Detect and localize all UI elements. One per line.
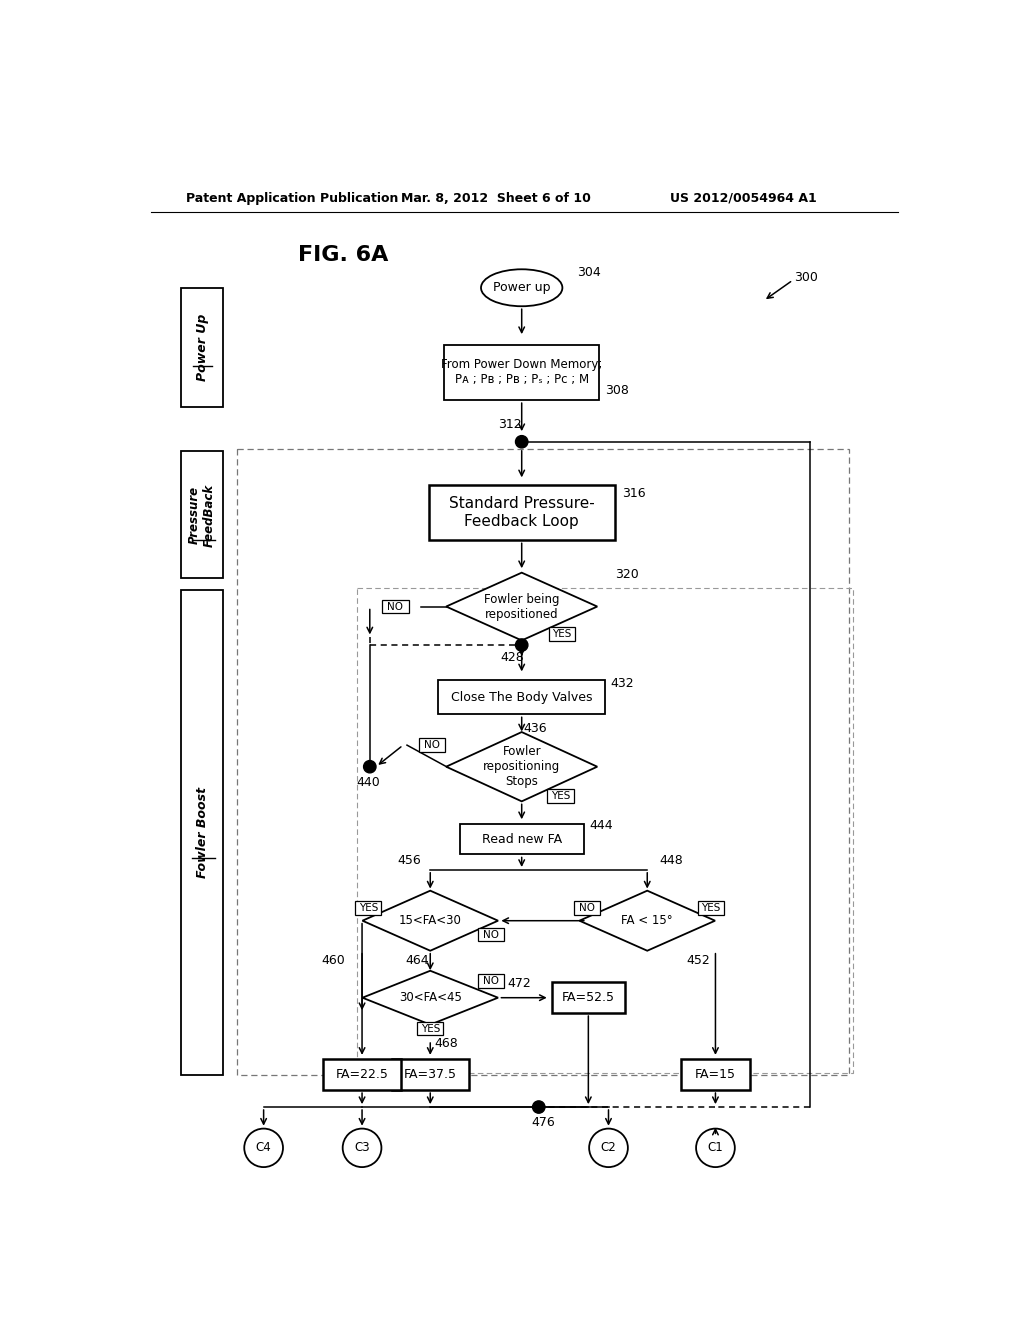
- Text: Mar. 8, 2012  Sheet 6 of 10: Mar. 8, 2012 Sheet 6 of 10: [400, 191, 591, 205]
- FancyBboxPatch shape: [460, 824, 584, 854]
- FancyBboxPatch shape: [382, 599, 409, 614]
- Text: NO: NO: [579, 903, 595, 913]
- Text: From Power Down Memory;
Pᴀ ; Pʙ ; Pʙ ; Pₛ ; Pᴄ ; M: From Power Down Memory; Pᴀ ; Pʙ ; Pʙ ; P…: [441, 359, 602, 387]
- Text: 452: 452: [686, 954, 710, 968]
- Text: 476: 476: [531, 1115, 555, 1129]
- Text: 312: 312: [499, 418, 522, 432]
- Text: 30<FA<45: 30<FA<45: [398, 991, 462, 1005]
- Text: Power up: Power up: [493, 281, 551, 294]
- Text: Fowler
repositioning
Stops: Fowler repositioning Stops: [483, 746, 560, 788]
- FancyBboxPatch shape: [417, 1022, 443, 1035]
- Text: 300: 300: [795, 271, 818, 284]
- Text: 436: 436: [523, 722, 547, 735]
- Text: FA=52.5: FA=52.5: [562, 991, 614, 1005]
- FancyBboxPatch shape: [549, 627, 575, 642]
- Polygon shape: [362, 891, 498, 950]
- Text: Standard Pressure-
Feedback Loop: Standard Pressure- Feedback Loop: [449, 496, 595, 529]
- FancyBboxPatch shape: [419, 738, 445, 752]
- FancyBboxPatch shape: [429, 484, 614, 540]
- Text: 440: 440: [356, 776, 380, 788]
- Text: FIG. 6A: FIG. 6A: [299, 244, 389, 264]
- Text: Read new FA: Read new FA: [481, 833, 562, 846]
- Text: 468: 468: [434, 1038, 458, 1051]
- Text: Close The Body Valves: Close The Body Valves: [451, 690, 593, 704]
- Polygon shape: [446, 733, 597, 801]
- Text: 472: 472: [508, 977, 531, 990]
- Text: Pressure
FeedBack: Pressure FeedBack: [188, 483, 216, 546]
- Text: 316: 316: [623, 487, 646, 500]
- Circle shape: [696, 1129, 735, 1167]
- Ellipse shape: [481, 269, 562, 306]
- Text: C4: C4: [256, 1142, 271, 1155]
- Text: 320: 320: [614, 568, 638, 581]
- Circle shape: [589, 1129, 628, 1167]
- Text: Power Up: Power Up: [196, 313, 209, 380]
- Circle shape: [245, 1129, 283, 1167]
- Circle shape: [364, 760, 376, 774]
- FancyBboxPatch shape: [547, 789, 573, 803]
- FancyBboxPatch shape: [681, 1059, 751, 1090]
- Polygon shape: [580, 891, 715, 950]
- FancyBboxPatch shape: [444, 345, 599, 400]
- Text: Fowler Boost: Fowler Boost: [196, 787, 209, 878]
- Text: C3: C3: [354, 1142, 370, 1155]
- FancyBboxPatch shape: [438, 681, 605, 714]
- Text: 428: 428: [500, 651, 523, 664]
- Text: FA < 15°: FA < 15°: [622, 915, 673, 927]
- Text: FA=22.5: FA=22.5: [336, 1068, 388, 1081]
- FancyBboxPatch shape: [180, 451, 223, 578]
- Text: 432: 432: [610, 677, 634, 690]
- Circle shape: [532, 1101, 545, 1113]
- Polygon shape: [446, 573, 597, 640]
- Text: FA=15: FA=15: [695, 1068, 736, 1081]
- Text: 444: 444: [589, 818, 612, 832]
- FancyBboxPatch shape: [477, 974, 504, 987]
- Text: 464: 464: [406, 954, 429, 968]
- Circle shape: [343, 1129, 381, 1167]
- FancyBboxPatch shape: [180, 590, 223, 1074]
- Text: YES: YES: [358, 903, 378, 913]
- Text: Fowler being
repositioned: Fowler being repositioned: [484, 593, 559, 620]
- Text: US 2012/0054964 A1: US 2012/0054964 A1: [671, 191, 817, 205]
- Circle shape: [515, 639, 528, 651]
- FancyBboxPatch shape: [697, 902, 724, 915]
- Text: FA=37.5: FA=37.5: [403, 1068, 457, 1081]
- Text: NO: NO: [387, 602, 403, 611]
- Text: 448: 448: [658, 854, 683, 867]
- Text: YES: YES: [701, 903, 721, 913]
- FancyBboxPatch shape: [355, 902, 381, 915]
- Text: NO: NO: [424, 741, 439, 750]
- Text: 304: 304: [578, 265, 601, 279]
- Text: 460: 460: [322, 954, 345, 968]
- Text: YES: YES: [421, 1023, 440, 1034]
- Text: Patent Application Publication: Patent Application Publication: [186, 191, 398, 205]
- Text: NO: NO: [482, 929, 499, 940]
- FancyBboxPatch shape: [180, 288, 223, 407]
- FancyBboxPatch shape: [477, 928, 504, 941]
- Polygon shape: [362, 970, 498, 1024]
- Text: C1: C1: [708, 1142, 723, 1155]
- FancyBboxPatch shape: [573, 902, 600, 915]
- Text: YES: YES: [551, 791, 570, 801]
- Text: 15<FA<30: 15<FA<30: [398, 915, 462, 927]
- Text: NO: NO: [482, 975, 499, 986]
- FancyBboxPatch shape: [552, 982, 626, 1014]
- Circle shape: [515, 436, 528, 447]
- Text: YES: YES: [552, 630, 571, 639]
- Text: C2: C2: [601, 1142, 616, 1155]
- Text: 456: 456: [397, 854, 422, 867]
- FancyBboxPatch shape: [391, 1059, 469, 1090]
- FancyBboxPatch shape: [324, 1059, 400, 1090]
- Text: 308: 308: [604, 384, 629, 397]
